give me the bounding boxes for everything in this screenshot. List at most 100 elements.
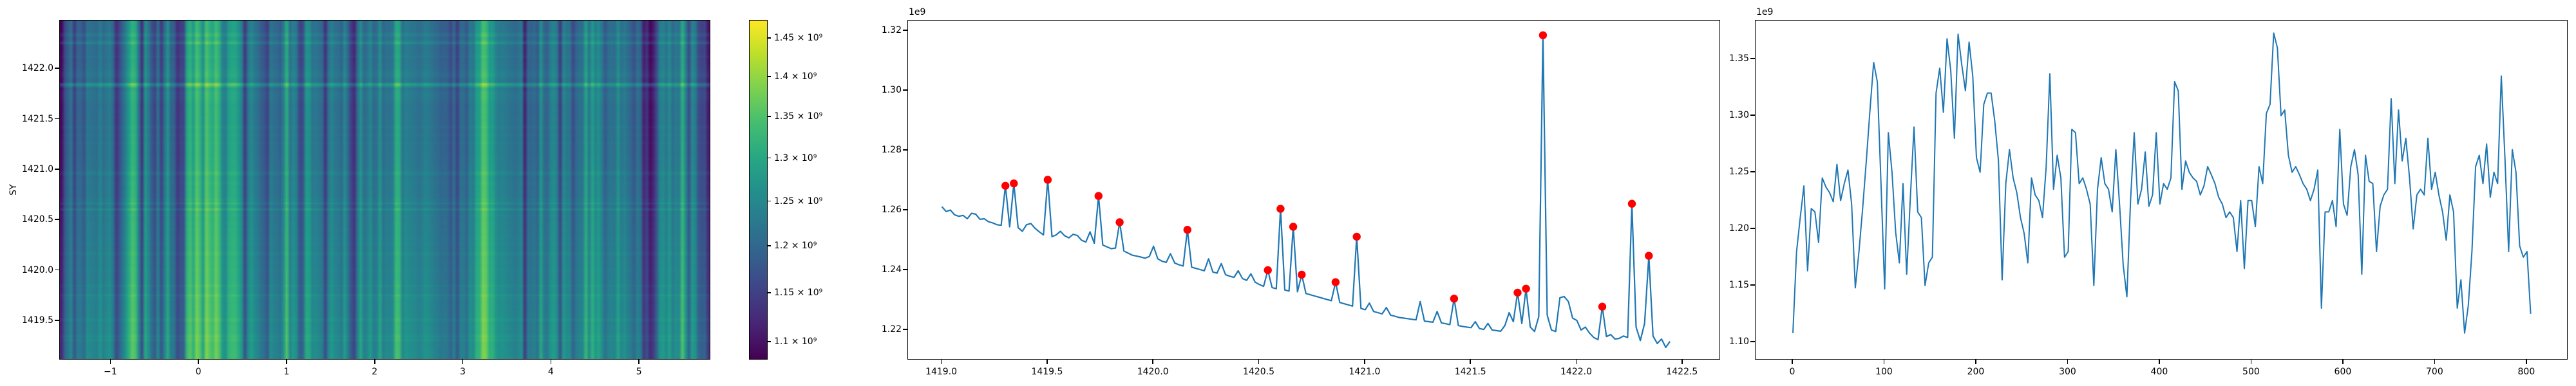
y-tick xyxy=(1750,228,1755,229)
y-tick-label: 1420.5 xyxy=(22,214,53,225)
x-tick-label: 1420.5 xyxy=(1243,367,1275,377)
x-tick-label: 500 xyxy=(2242,367,2260,377)
x-tick xyxy=(374,360,375,364)
x-tick xyxy=(2526,360,2527,364)
x-tick xyxy=(2342,360,2344,364)
x-tick-label: 1419.0 xyxy=(925,367,958,377)
x-tick-label: 5 xyxy=(636,367,642,377)
x-tick xyxy=(2067,360,2069,364)
x-tick xyxy=(2159,360,2160,364)
colorbar xyxy=(749,20,768,360)
colorbar-tick xyxy=(768,200,771,202)
x-tick xyxy=(1152,360,1154,364)
x-tick xyxy=(1258,360,1260,364)
peak-marker xyxy=(1183,226,1191,234)
x-tick xyxy=(1975,360,1976,364)
x-tick xyxy=(2250,360,2252,364)
colorbar-tick-label: 1.3 × 10⁹ xyxy=(774,152,817,163)
timeseries-offset-label: 1e9 xyxy=(1756,7,1774,17)
x-tick-label: 1422.0 xyxy=(1560,367,1593,377)
peak-marker xyxy=(1598,302,1607,311)
x-tick xyxy=(1792,360,1793,364)
x-tick xyxy=(1883,360,1885,364)
x-tick xyxy=(1364,360,1365,364)
colorbar-tick-label: 1.35 × 10⁹ xyxy=(774,111,823,122)
x-tick xyxy=(638,360,639,364)
y-tick-label: 1421.0 xyxy=(22,163,53,174)
x-tick-label: 3 xyxy=(460,367,466,377)
colorbar-tick-label: 1.1 × 10⁹ xyxy=(774,336,817,347)
y-tick xyxy=(1750,58,1755,59)
x-tick-label: 1421.0 xyxy=(1349,367,1381,377)
y-tick xyxy=(903,209,907,210)
peak-marker xyxy=(1450,295,1459,303)
x-tick-label: 1421.5 xyxy=(1454,367,1486,377)
y-tick xyxy=(903,269,907,270)
y-tick xyxy=(1750,115,1755,116)
peak-marker xyxy=(1094,192,1103,200)
peak-marker xyxy=(1645,252,1653,260)
y-tick-label: 1420.0 xyxy=(22,264,53,275)
timeseries-line xyxy=(1792,32,2532,334)
y-tick xyxy=(55,118,59,120)
peak-marker xyxy=(1513,288,1522,297)
spectrum-offset-label: 1e9 xyxy=(909,7,926,17)
spectrum-line xyxy=(941,34,1671,349)
y-tick xyxy=(55,68,59,69)
x-tick xyxy=(1575,360,1577,364)
y-tick xyxy=(1750,341,1755,342)
colorbar-tick xyxy=(768,116,771,117)
y-tick xyxy=(55,269,59,271)
peak-marker xyxy=(1352,232,1361,241)
y-tick-label: 1422.0 xyxy=(22,63,53,74)
x-tick-label: 100 xyxy=(1875,367,1893,377)
x-tick xyxy=(286,360,287,364)
colorbar-tick-label: 1.2 × 10⁹ xyxy=(774,241,817,252)
peak-marker xyxy=(1115,218,1124,226)
y-tick xyxy=(55,219,59,220)
y-tick-label: 1.26 xyxy=(881,204,902,215)
y-tick-label: 1419.5 xyxy=(22,315,53,326)
peak-marker xyxy=(1010,179,1018,188)
colorbar-tick-label: 1.45 × 10⁹ xyxy=(774,33,823,44)
x-tick-label: 400 xyxy=(2150,367,2168,377)
x-tick-label: 4 xyxy=(547,367,554,377)
x-tick xyxy=(109,360,111,364)
y-tick-label: 1.15 xyxy=(1728,279,1749,290)
peak-marker xyxy=(1331,278,1340,286)
colorbar-tick xyxy=(768,292,771,293)
colorbar-tick xyxy=(768,157,771,159)
x-tick-label: 0 xyxy=(195,367,202,377)
y-tick-label: 1.20 xyxy=(1728,223,1749,234)
x-tick xyxy=(550,360,552,364)
x-tick xyxy=(1470,360,1471,364)
y-axis-label-sy: SY xyxy=(8,184,19,196)
peak-marker xyxy=(1539,31,1548,39)
y-tick xyxy=(903,329,907,330)
x-tick-label: 1419.5 xyxy=(1031,367,1063,377)
y-tick-label: 1.32 xyxy=(881,24,902,35)
colorbar-tick-label: 1.4 × 10⁹ xyxy=(774,71,817,82)
x-tick xyxy=(1046,360,1048,364)
x-tick-label: 1422.5 xyxy=(1666,367,1698,377)
x-tick-label: 300 xyxy=(2059,367,2076,377)
x-tick xyxy=(1681,360,1683,364)
y-tick-label: 1.22 xyxy=(881,324,902,335)
y-tick-label: 1.28 xyxy=(881,144,902,155)
x-tick-label: 0 xyxy=(1789,367,1795,377)
heatmap-axes xyxy=(59,20,710,360)
peak-marker xyxy=(1043,176,1052,184)
x-tick xyxy=(2434,360,2436,364)
heatmap-image xyxy=(60,21,710,359)
y-tick xyxy=(903,89,907,91)
x-tick-label: 200 xyxy=(1967,367,1985,377)
peak-marker xyxy=(1264,266,1272,275)
y-tick xyxy=(55,169,59,170)
peak-marker xyxy=(1522,284,1530,293)
colorbar-tick-label: 1.25 × 10⁹ xyxy=(774,196,823,207)
timeseries-axes xyxy=(1755,20,2568,360)
peak-marker xyxy=(1289,223,1298,231)
peak-marker xyxy=(1001,181,1010,190)
y-tick-label: 1421.5 xyxy=(22,113,53,124)
peak-marker xyxy=(1276,205,1285,213)
